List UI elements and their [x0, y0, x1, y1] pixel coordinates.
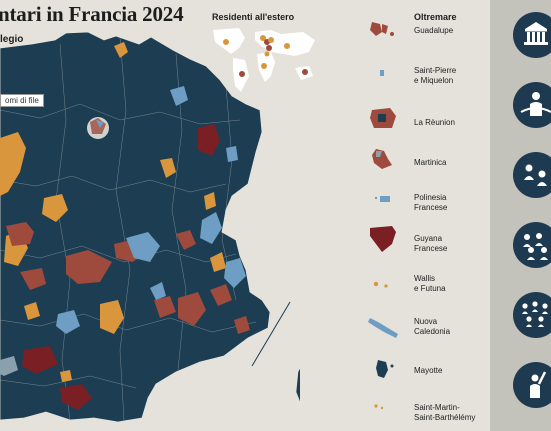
assembly-speaker-icon[interactable] [513, 82, 551, 128]
overseas-label-reunion: La Rèunion [414, 118, 455, 127]
saint-pierre-shape[interactable] [366, 64, 400, 84]
wallis-shape[interactable] [366, 276, 400, 296]
saint-martin-shape[interactable] [366, 396, 400, 416]
parliament-building-icon[interactable] [513, 12, 551, 58]
crowd-icon[interactable] [513, 222, 551, 268]
overseas-label-wallis: Wallis e Futuna [414, 274, 446, 293]
overseas-title: Oltremare [414, 12, 457, 22]
abroad-title: Residenti all'estero [212, 12, 295, 22]
polinesia-shape[interactable] [366, 190, 400, 210]
overseas-label-saint-martin: Saint-Martin- Saint-Barthélémy [414, 403, 476, 422]
subtitle: legio [0, 34, 24, 45]
guyana-shape[interactable] [366, 222, 400, 254]
overseas-label-martinica: Martinica [414, 158, 447, 167]
corsica-map[interactable] [295, 340, 300, 416]
icon-sidebar [490, 0, 551, 431]
tooltip: omi di file [0, 94, 44, 107]
page-title: ntari in Francia 2024 [0, 2, 184, 26]
overseas-label-guyana: Guyana Francese [414, 234, 448, 253]
overseas-label-saint-pierre: Saint-Pierre e Miquelon [414, 66, 457, 85]
overseas-label-mayotte: Mayotte [414, 366, 443, 375]
world-map[interactable] [209, 24, 321, 96]
france-map[interactable] [0, 0, 300, 431]
overseas-label-polinesia: Polinesia Francese [414, 193, 448, 212]
mayotte-shape[interactable] [366, 356, 400, 382]
constituency-areas [0, 42, 250, 410]
martinica-shape[interactable] [366, 145, 400, 173]
overseas-label-nuova-caledonia: Nuova Caledonia [414, 317, 451, 336]
paris-area-detail [87, 117, 109, 139]
people-group-icon[interactable] [513, 152, 551, 198]
raised-hand-person-icon[interactable] [513, 362, 551, 408]
nuova-caledonia-shape[interactable] [366, 312, 406, 340]
guadalupe-shape[interactable] [366, 18, 400, 42]
large-crowd-icon[interactable] [513, 292, 551, 338]
overseas-label-guadalupe: Guadalupe [414, 26, 454, 35]
corsica-separator [251, 301, 291, 367]
reunion-shape[interactable] [366, 104, 400, 132]
